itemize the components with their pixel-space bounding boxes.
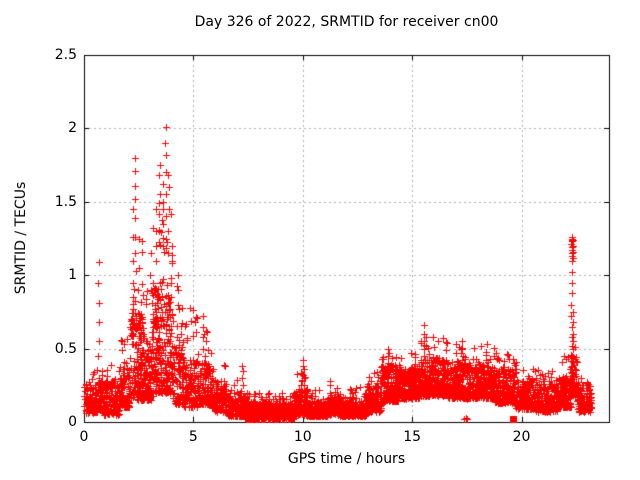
chart-title: Day 326 of 2022, SRMTID for receiver cn0… <box>194 14 499 30</box>
y-tick-label: 2.5 <box>54 47 77 63</box>
x-axis-label: GPS time / hours <box>287 451 406 467</box>
x-tick-label: 5 <box>188 429 198 445</box>
y-tick-label: 1 <box>68 267 77 284</box>
y-tick-label: 2 <box>68 120 77 137</box>
y-tick-label: 1.5 <box>54 193 77 210</box>
y-tick-label: 0.5 <box>54 340 77 357</box>
y-axis-label: SRMTID / TECUs <box>13 181 29 295</box>
x-tick-label: 15 <box>403 429 422 445</box>
x-tick-label: 20 <box>512 429 531 445</box>
x-tick-label: 10 <box>293 429 312 445</box>
x-tick-label: 0 <box>79 429 89 445</box>
y-tick-label: 0 <box>68 414 77 430</box>
